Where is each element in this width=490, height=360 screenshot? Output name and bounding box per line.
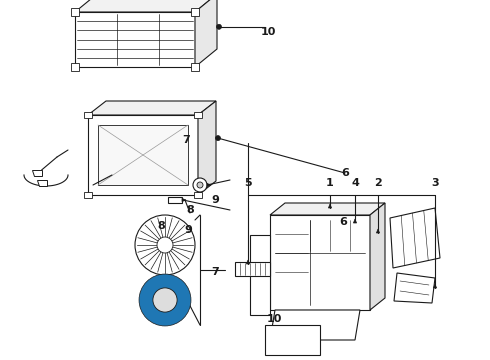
Polygon shape (235, 262, 270, 276)
Polygon shape (194, 112, 202, 118)
Circle shape (139, 274, 191, 326)
Circle shape (193, 178, 207, 192)
Polygon shape (191, 8, 199, 16)
Polygon shape (328, 204, 332, 208)
Polygon shape (88, 115, 198, 195)
Polygon shape (37, 180, 47, 186)
Polygon shape (191, 63, 199, 71)
Circle shape (217, 24, 221, 29)
Polygon shape (168, 197, 182, 203)
Circle shape (143, 278, 187, 322)
Text: 9: 9 (211, 195, 219, 205)
Polygon shape (270, 310, 360, 340)
Polygon shape (207, 183, 211, 186)
Polygon shape (71, 8, 79, 16)
Circle shape (157, 237, 173, 253)
Text: 7: 7 (211, 267, 219, 277)
Polygon shape (270, 203, 385, 215)
Polygon shape (353, 219, 357, 223)
Polygon shape (394, 273, 435, 303)
Polygon shape (370, 203, 385, 310)
Polygon shape (270, 215, 370, 310)
Polygon shape (32, 170, 42, 176)
Text: 1: 1 (326, 178, 334, 188)
Text: 6: 6 (341, 168, 349, 178)
Polygon shape (75, 0, 217, 12)
Polygon shape (182, 198, 186, 202)
Polygon shape (98, 125, 188, 185)
Circle shape (153, 288, 177, 312)
Text: 7: 7 (182, 135, 190, 145)
Polygon shape (390, 208, 440, 268)
Text: 4: 4 (351, 178, 359, 188)
Polygon shape (88, 101, 216, 115)
Polygon shape (376, 229, 380, 233)
Polygon shape (71, 63, 79, 71)
Text: 9: 9 (185, 225, 193, 235)
Circle shape (216, 136, 220, 141)
Polygon shape (84, 112, 92, 118)
Text: 10: 10 (267, 314, 282, 324)
Text: 2: 2 (374, 178, 382, 188)
Text: 6: 6 (339, 217, 347, 228)
Polygon shape (84, 192, 92, 198)
Circle shape (197, 182, 203, 188)
Polygon shape (265, 325, 320, 355)
Polygon shape (250, 235, 270, 315)
Text: 8: 8 (186, 205, 194, 215)
Polygon shape (246, 260, 249, 264)
Text: 3: 3 (431, 178, 439, 188)
Text: 8: 8 (158, 221, 166, 231)
Polygon shape (194, 192, 202, 198)
Polygon shape (198, 101, 216, 195)
Text: 10: 10 (260, 27, 276, 37)
Polygon shape (195, 0, 217, 67)
Polygon shape (433, 284, 437, 288)
Circle shape (135, 215, 195, 275)
Polygon shape (75, 12, 195, 67)
Text: 5: 5 (244, 178, 252, 188)
